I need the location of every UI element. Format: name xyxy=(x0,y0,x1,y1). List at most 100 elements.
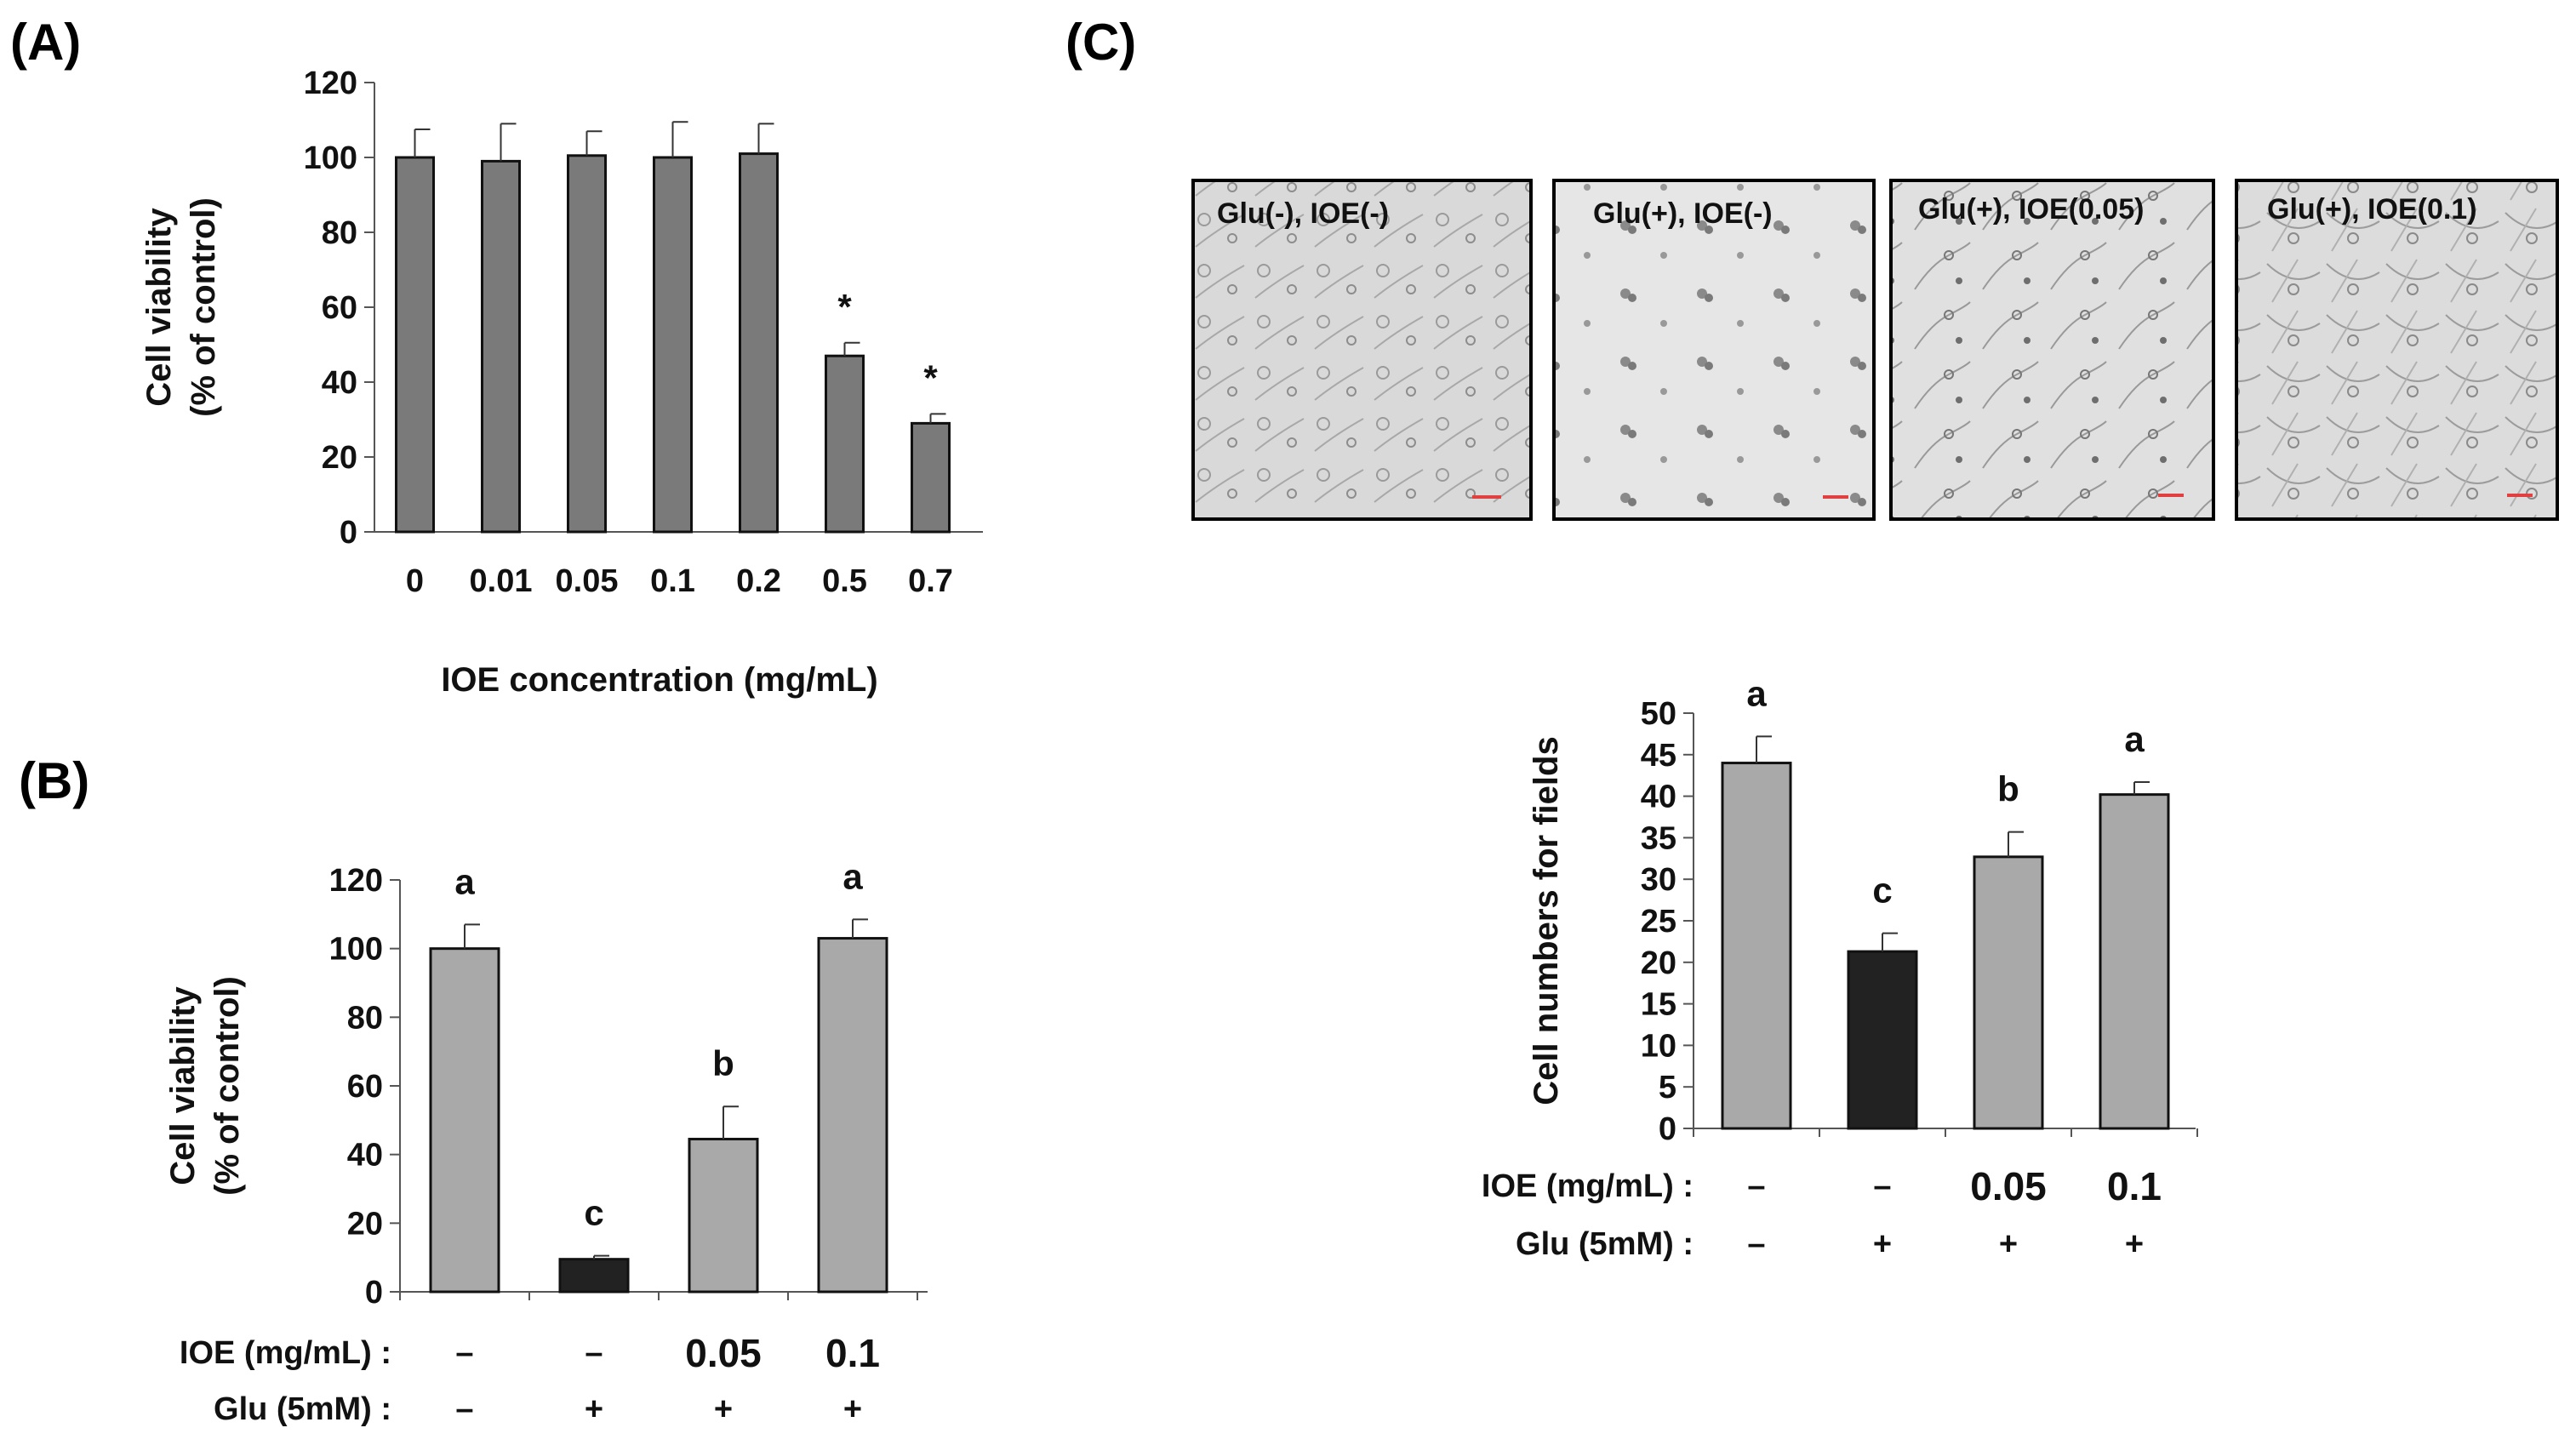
y-tick-label: 50 xyxy=(1641,696,1676,732)
bar xyxy=(1847,950,1918,1130)
x-tick-label: 0 xyxy=(406,563,424,599)
significance-label: b xyxy=(712,1043,734,1083)
x-tick-label: 0.2 xyxy=(736,563,781,599)
condition-value: – xyxy=(585,1335,603,1371)
x-tick-label: 0.01 xyxy=(470,563,533,599)
y-tick-label: 5 xyxy=(1659,1070,1676,1105)
bar xyxy=(1973,855,2044,1130)
condition-value: – xyxy=(1747,1168,1765,1204)
significance-label: * xyxy=(923,357,938,397)
micrograph-1-label: Glu(-), IOE(-) xyxy=(1217,197,1389,230)
condition-row-label: IOE (mg/mL) : xyxy=(180,1335,391,1371)
micrograph-4-label: Glu(+), IOE(0.1) xyxy=(2267,193,2477,226)
significance-label: a xyxy=(842,856,863,896)
y-tick-label: 40 xyxy=(322,365,357,401)
significance-label: a xyxy=(2124,719,2145,759)
y-axis-label: (% of control) xyxy=(208,976,246,1196)
condition-row-label: Glu (5mM) : xyxy=(1516,1226,1694,1262)
condition-value: + xyxy=(843,1391,862,1427)
y-tick-label: 15 xyxy=(1641,987,1676,1023)
y-axis-label: Cell viability xyxy=(140,208,178,407)
micrograph-1: Glu(-), IOE(-) xyxy=(1191,179,1533,521)
chart-a: 0 20 40 60 80 100 120 0 0.01 0.05 0.1 0.2 * 0.5 * 0.7 Ce… xyxy=(140,66,983,699)
x-tick-label: 0.05 xyxy=(556,563,619,599)
significance-label: a xyxy=(1746,673,1767,713)
bar xyxy=(1721,762,1792,1130)
x-tick-label: 0.7 xyxy=(908,563,953,599)
bar xyxy=(688,1138,759,1294)
condition-row-label: Glu (5mM) : xyxy=(214,1391,391,1427)
condition-row-label: IOE (mg/mL) : xyxy=(1482,1168,1694,1204)
y-tick-label: 100 xyxy=(304,140,357,176)
bar xyxy=(567,154,607,534)
micrograph-2: Glu(+), IOE(-) xyxy=(1552,179,1876,521)
y-axis-label: Cell viability xyxy=(164,986,202,1185)
x-tick-label: 0.1 xyxy=(650,563,695,599)
bar xyxy=(739,152,779,534)
significance-label: c xyxy=(1872,871,1892,911)
bar xyxy=(558,1258,630,1294)
y-tick-label: 30 xyxy=(1641,862,1676,898)
bar xyxy=(395,156,435,534)
y-tick-label: 0 xyxy=(365,1275,383,1311)
panel-label-a: (A) xyxy=(10,14,81,71)
y-tick-label: 100 xyxy=(329,932,383,968)
y-tick-label: 60 xyxy=(322,290,357,326)
y-tick-label: 80 xyxy=(347,1000,383,1036)
y-tick-label: 40 xyxy=(347,1138,383,1174)
condition-value: – xyxy=(455,1335,473,1371)
panel-label-b: (B) xyxy=(19,752,89,809)
y-tick-label: 120 xyxy=(304,66,357,101)
bar xyxy=(817,937,888,1294)
bar xyxy=(653,156,693,534)
bar xyxy=(911,421,951,534)
y-tick-label: 45 xyxy=(1641,738,1676,774)
condition-value: – xyxy=(1747,1226,1765,1262)
x-axis-label: IOE concentration (mg/mL) xyxy=(441,661,877,699)
condition-value: – xyxy=(1873,1168,1891,1204)
y-tick-label: 40 xyxy=(1641,780,1676,815)
x-tick-label: 0.5 xyxy=(822,563,867,599)
condition-value: + xyxy=(1999,1226,2018,1262)
condition-value: 0.1 xyxy=(2107,1164,2162,1208)
significance-label: a xyxy=(454,861,475,901)
condition-value: – xyxy=(455,1391,473,1427)
y-tick-label: 60 xyxy=(347,1069,383,1105)
y-tick-label: 25 xyxy=(1641,904,1676,940)
y-tick-label: 80 xyxy=(322,215,357,251)
panel-label-c: (C) xyxy=(1065,14,1136,71)
significance-label: * xyxy=(837,287,852,327)
y-axis-label: (% of control) xyxy=(185,197,222,417)
chart-c: 0 5 10 15 20 25 30 35 40 45 50 a c b a Cell numbers for… xyxy=(1482,673,2198,1262)
scale-bar xyxy=(2158,494,2184,497)
scale-bar xyxy=(2507,494,2533,497)
y-tick-label: 0 xyxy=(1659,1111,1676,1147)
micrograph-3-label: Glu(+), IOE(0.05) xyxy=(1918,193,2144,226)
bar xyxy=(825,354,865,534)
y-tick-label: 20 xyxy=(347,1206,383,1242)
y-tick-label: 35 xyxy=(1641,820,1676,856)
bar xyxy=(429,947,500,1294)
significance-label: b xyxy=(1997,769,2019,809)
scale-bar xyxy=(1823,495,1848,499)
y-tick-label: 10 xyxy=(1641,1028,1676,1064)
micrograph-4: Glu(+), IOE(0.1) xyxy=(2235,179,2559,521)
y-tick-label: 20 xyxy=(322,440,357,476)
chart-b: 0 20 40 60 80 100 120 a c b a Cell viability (% of c… xyxy=(164,856,928,1427)
condition-value: + xyxy=(714,1391,733,1427)
micrograph-2-label: Glu(+), IOE(-) xyxy=(1593,197,1773,230)
bar xyxy=(481,159,521,534)
condition-value: 0.05 xyxy=(685,1331,762,1375)
condition-value: 0.05 xyxy=(1970,1164,2047,1208)
condition-value: + xyxy=(585,1391,603,1427)
micrograph-3: Glu(+), IOE(0.05) xyxy=(1889,179,2215,521)
condition-value: 0.1 xyxy=(825,1331,880,1375)
y-tick-label: 0 xyxy=(340,515,357,551)
scale-bar xyxy=(1472,495,1501,499)
condition-value: + xyxy=(2125,1226,2144,1262)
y-tick-label: 20 xyxy=(1641,945,1676,981)
bar xyxy=(2099,793,2170,1130)
y-axis-label: Cell numbers for fields xyxy=(1528,736,1565,1105)
condition-value: + xyxy=(1873,1226,1892,1262)
